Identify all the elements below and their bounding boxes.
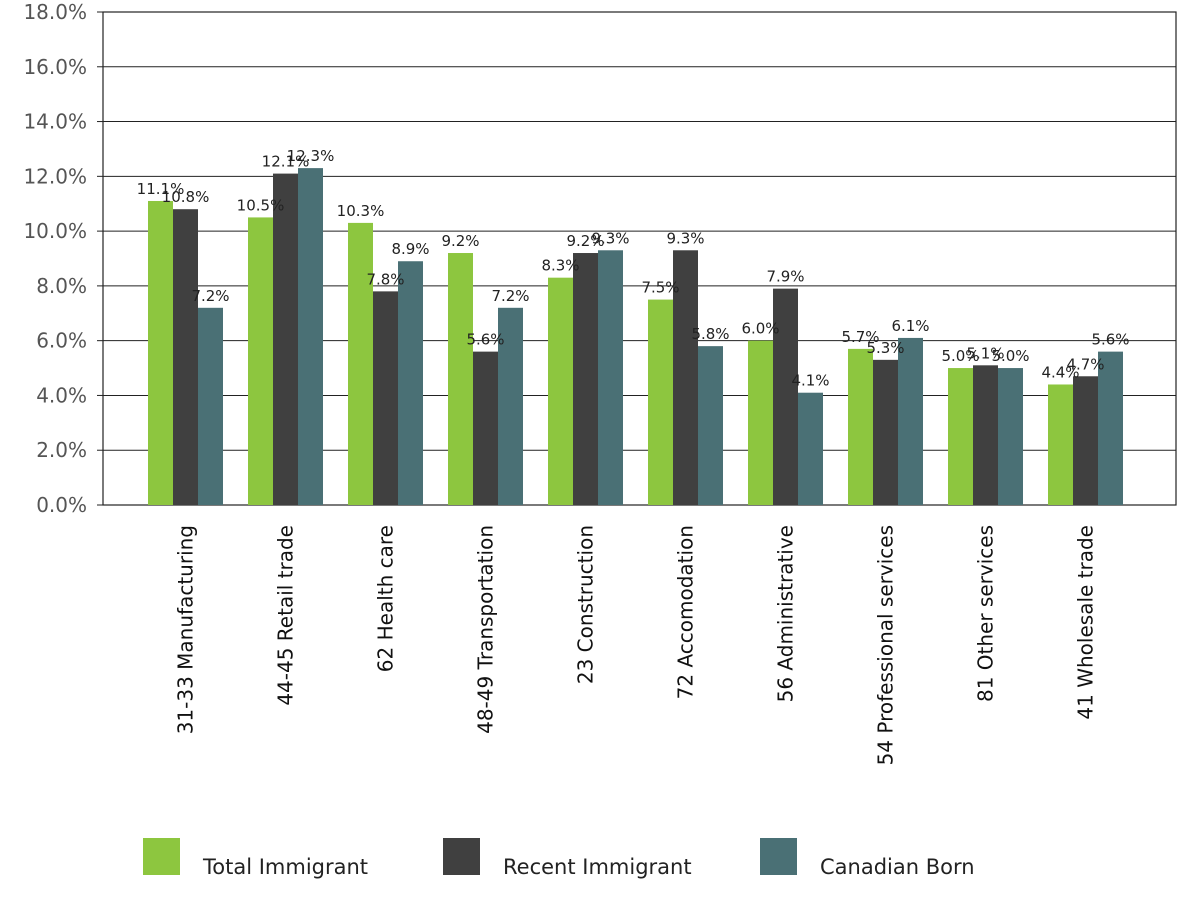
x-category-label: 54 Professional services <box>874 525 898 765</box>
legend-label: Recent Immigrant <box>503 855 692 879</box>
y-tick-label: 12.0% <box>23 164 87 188</box>
bar <box>798 392 823 505</box>
bar <box>398 261 423 505</box>
x-category-label: 81 Other services <box>974 525 998 702</box>
y-tick-label: 18.0% <box>23 0 87 24</box>
y-tick-label: 0.0% <box>36 493 87 517</box>
x-category-label: 48-49 Transportation <box>474 525 498 734</box>
legend-label: Canadian Born <box>820 855 975 879</box>
x-category-label: 44-45 Retail trade <box>274 525 298 706</box>
data-label: 10.3% <box>337 202 385 220</box>
data-label: 9.2% <box>566 232 604 250</box>
bar <box>448 253 473 505</box>
data-label: 5.7% <box>841 328 879 346</box>
data-label: 6.0% <box>741 320 779 338</box>
legend-swatch <box>443 838 480 875</box>
data-label: 5.8% <box>691 325 729 343</box>
x-category-label: 31-33 Manufacturing <box>174 525 198 734</box>
data-label: 10.8% <box>162 188 210 206</box>
bar <box>573 253 598 505</box>
x-category-label: 72 Accomodation <box>674 525 698 699</box>
data-label: 12.3% <box>287 147 335 165</box>
data-label: 4.4% <box>1041 363 1079 381</box>
x-category-label: 41 Wholesale trade <box>1074 525 1098 720</box>
bar <box>948 368 973 505</box>
x-category-label: 62 Health care <box>374 525 398 672</box>
bar <box>848 348 873 505</box>
y-tick-label: 6.0% <box>36 329 87 353</box>
data-label: 11.1% <box>137 180 185 198</box>
bar <box>198 307 223 505</box>
bar <box>598 250 623 505</box>
bar <box>748 340 773 505</box>
data-label: 8.9% <box>391 240 429 258</box>
x-category-label: 56 Administrative <box>774 525 798 702</box>
legend-swatch <box>760 838 797 875</box>
data-label: 4.7% <box>1066 355 1104 373</box>
data-label: 5.1% <box>966 344 1004 362</box>
bar <box>773 288 798 505</box>
data-label: 9.3% <box>666 229 704 247</box>
bar <box>473 351 498 505</box>
bar <box>673 250 698 505</box>
data-label: 6.1% <box>891 317 929 335</box>
bar <box>698 346 723 505</box>
bar <box>248 217 273 505</box>
bar <box>273 173 298 505</box>
data-label: 5.0% <box>941 347 979 365</box>
data-label: 5.0% <box>991 347 1029 365</box>
y-tick-label: 16.0% <box>23 55 87 79</box>
y-tick-label: 8.0% <box>36 274 87 298</box>
data-label: 4.1% <box>791 372 829 390</box>
data-label: 5.6% <box>466 331 504 349</box>
x-category-label: 23 Construction <box>574 525 598 684</box>
y-tick-label: 4.0% <box>36 383 87 407</box>
data-label: 9.3% <box>591 229 629 247</box>
legend-label: Total Immigrant <box>202 855 368 879</box>
bar <box>1048 384 1073 505</box>
data-label: 10.5% <box>237 196 285 214</box>
bar <box>348 222 373 505</box>
bar <box>873 359 898 505</box>
legend-swatch <box>143 838 180 875</box>
data-label: 7.5% <box>641 279 679 297</box>
bar <box>548 277 573 505</box>
y-tick-label: 2.0% <box>36 438 87 462</box>
data-label: 8.3% <box>541 257 579 275</box>
data-label: 12.1% <box>262 153 310 171</box>
bar <box>1073 376 1098 505</box>
data-label: 5.6% <box>1091 331 1129 349</box>
bar <box>973 365 998 505</box>
bar <box>1098 351 1123 505</box>
y-tick-label: 14.0% <box>23 110 87 134</box>
data-label: 7.2% <box>191 287 229 305</box>
bar <box>148 200 173 505</box>
bar <box>173 209 198 505</box>
bar <box>998 368 1023 505</box>
bar <box>373 291 398 505</box>
data-label: 7.8% <box>366 270 404 288</box>
bar <box>498 307 523 505</box>
bar <box>298 168 323 505</box>
y-tick-label: 10.0% <box>23 219 87 243</box>
data-label: 9.2% <box>441 232 479 250</box>
data-label: 5.3% <box>866 339 904 357</box>
data-label: 7.9% <box>766 268 804 286</box>
data-label: 7.2% <box>491 287 529 305</box>
bar <box>648 299 673 505</box>
bar <box>898 337 923 505</box>
